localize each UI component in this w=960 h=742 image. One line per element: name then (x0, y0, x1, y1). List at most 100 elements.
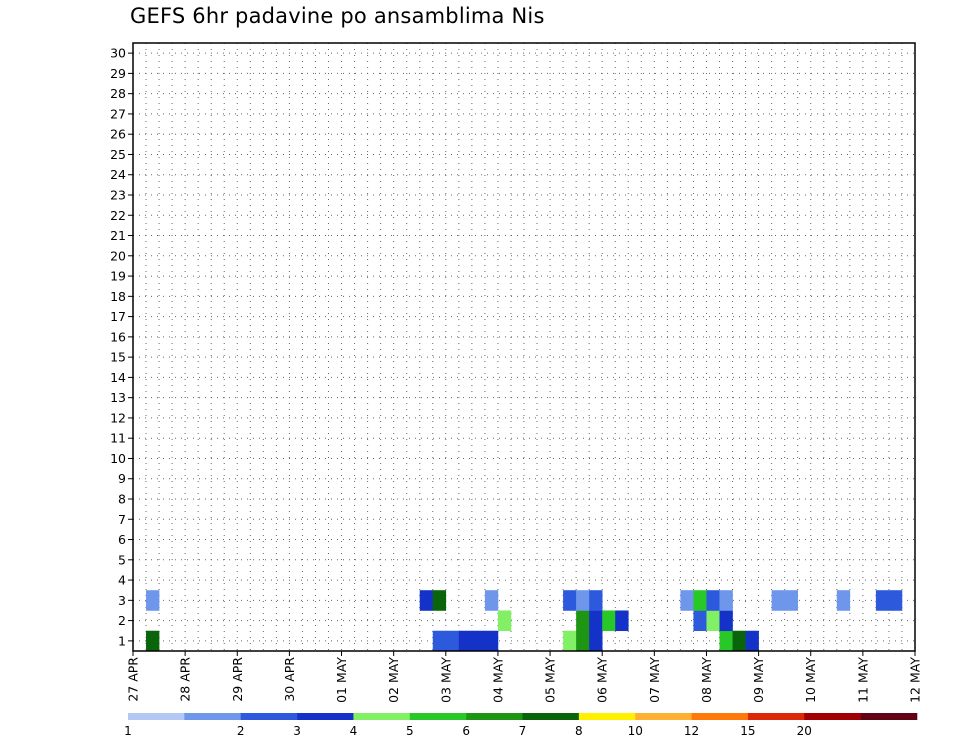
colorbar-swatch (297, 713, 354, 720)
y-tick-label: 10 (110, 451, 126, 466)
colorbar-swatch (466, 713, 523, 720)
colorbar-swatch (184, 713, 242, 720)
colorbar-label: 7 (519, 724, 527, 738)
heatmap-cell (445, 630, 460, 652)
plot-frame (132, 42, 916, 652)
heatmap-cell (693, 590, 707, 611)
x-tick-label: 30 APR (282, 657, 297, 702)
y-tick-label: 18 (110, 289, 126, 304)
x-tick-label: 27 APR (126, 657, 141, 702)
heatmap-cell (615, 610, 629, 632)
heatmap-cell (589, 610, 603, 632)
x-tick-label: 09 MAY (751, 657, 766, 703)
heatmap-cell (576, 610, 590, 632)
x-axis-ticks: 27 APR 28 APR 29 APR 30 APR 01 MAY 02 MAY 03 M… (126, 651, 923, 703)
colorbar-swatch (635, 713, 692, 720)
heatmap-cell (484, 590, 499, 611)
y-tick-label: 21 (110, 228, 126, 243)
y-tick-label: 8 (118, 492, 126, 507)
x-tick-label: 04 MAY (490, 657, 505, 703)
y-tick-label: 9 (118, 471, 126, 486)
colorbar-label: 2 (237, 724, 245, 738)
colorbar-label: 1 (124, 724, 132, 738)
y-tick-label: 17 (110, 309, 126, 324)
heatmap-cell (419, 590, 434, 611)
x-tick-label: 07 MAY (647, 657, 662, 703)
y-tick-label: 30 (110, 46, 126, 61)
y-axis-ticks: 1234567891011121314151617181920212223242… (110, 46, 133, 648)
heatmap-cell (458, 630, 473, 652)
colorbar-swatch (860, 713, 918, 720)
heatmap-cell (719, 630, 733, 652)
heatmap-cell (875, 590, 890, 611)
y-tick-label: 3 (118, 593, 126, 608)
y-tick-label: 2 (118, 613, 126, 628)
y-tick-label: 23 (110, 188, 126, 203)
y-tick-label: 19 (110, 269, 126, 284)
y-tick-label: 26 (110, 127, 126, 142)
colorbar-swatch (691, 713, 749, 720)
heatmap-cell (693, 610, 707, 632)
y-tick-label: 11 (110, 431, 126, 446)
x-tick-label: 12 MAY (908, 657, 923, 703)
y-tick-label: 16 (110, 329, 126, 344)
colorbar-label: 10 (628, 724, 643, 738)
colorbar-swatch (522, 713, 580, 720)
x-tick-label: 29 APR (230, 657, 245, 702)
heatmap-cell (680, 590, 694, 611)
y-tick-label: 25 (110, 147, 126, 162)
heatmap-cell (146, 630, 160, 652)
colorbar-swatch (578, 713, 636, 720)
x-tick-label: 01 MAY (334, 657, 349, 703)
colorbar-swatch (353, 713, 411, 720)
colorbar-label: 8 (575, 724, 583, 738)
colorbar-swatch (747, 713, 805, 720)
heatmap-cell (602, 610, 616, 632)
chart-title: GEFS 6hr padavine po ansamblima Nis (130, 4, 545, 28)
heatmap-cells (146, 590, 903, 652)
y-tick-label: 1 (118, 633, 126, 648)
heatmap-cell (432, 630, 447, 652)
heatmap-cell (719, 590, 733, 611)
heatmap-cell (589, 590, 603, 611)
heatmap-cell (563, 590, 577, 611)
heatmap-cell (497, 610, 512, 632)
y-tick-label: 4 (118, 573, 126, 588)
heatmap-cell (146, 590, 160, 611)
x-tick-label: 06 MAY (595, 657, 610, 703)
heatmap-cell (784, 590, 798, 611)
heatmap-cell (719, 610, 733, 632)
colorbar-label: 3 (293, 724, 301, 738)
x-tick-label: 02 MAY (386, 657, 401, 703)
heatmap-cell (484, 630, 499, 652)
heatmap-cell (888, 590, 903, 611)
colorbar-label: 5 (406, 724, 414, 738)
heatmap-cell (745, 630, 759, 652)
heatmap-cell (471, 630, 486, 652)
heatmap-cell (563, 630, 577, 652)
y-tick-label: 28 (110, 86, 126, 101)
colorbar-label: 4 (350, 724, 358, 738)
heatmap-cell (576, 590, 590, 611)
heatmap-cell (706, 610, 720, 632)
colorbar-swatch (240, 713, 298, 720)
y-tick-label: 7 (118, 512, 126, 527)
y-tick-label: 27 (110, 106, 126, 121)
colorbar-swatch (409, 713, 467, 720)
x-tick-label: 28 APR (178, 657, 193, 702)
x-tick-label: 11 MAY (855, 657, 870, 703)
y-tick-label: 15 (110, 350, 126, 365)
colorbar-label: 6 (462, 724, 470, 738)
colorbar-label: 12 (684, 724, 699, 738)
y-tick-label: 5 (118, 552, 126, 567)
y-tick-label: 12 (110, 410, 126, 425)
colorbar-swatch (804, 713, 861, 720)
grid-lines (133, 43, 915, 651)
y-tick-label: 14 (110, 370, 126, 385)
colorbar: 1 2 3 4 5 6 7 8 10 12 15 20 (124, 713, 918, 738)
x-tick-label: 03 MAY (438, 657, 453, 703)
y-tick-label: 24 (110, 167, 126, 182)
colorbar-label: 15 (740, 724, 755, 738)
y-tick-label: 6 (118, 532, 126, 547)
